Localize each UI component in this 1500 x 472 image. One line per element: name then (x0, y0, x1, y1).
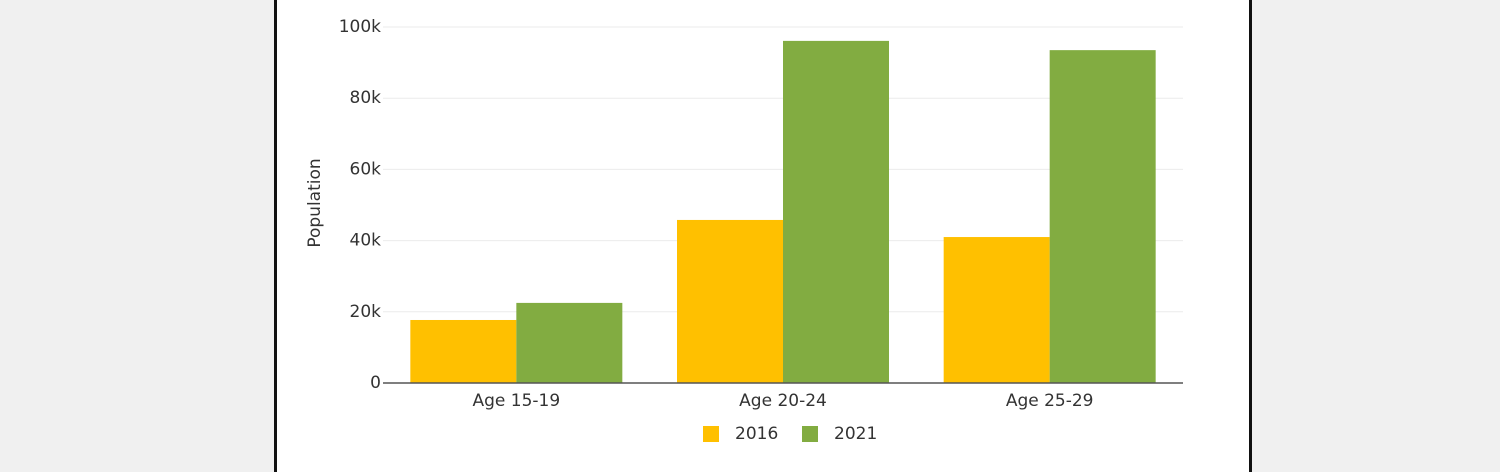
y-tick-label: 40k (350, 231, 382, 251)
y-tick-label: 0 (370, 373, 381, 393)
bar (783, 40, 889, 383)
legend-swatch (802, 426, 818, 442)
x-tick-label: Age 15-19 (472, 391, 560, 411)
legend-label: 2021 (834, 424, 877, 444)
legend-swatch (703, 426, 719, 442)
bar (410, 319, 517, 383)
y-tick-label: 20k (350, 302, 382, 322)
y-tick-label: 80k (350, 88, 382, 108)
bar (1049, 50, 1156, 383)
bar (677, 219, 783, 383)
y-tick-label: 100k (339, 17, 381, 37)
bar (516, 302, 623, 383)
bar (943, 237, 1050, 383)
y-tick-label: 60k (350, 159, 382, 179)
x-tick-label: Age 20-24 (739, 391, 827, 411)
y-axis-title: Population (305, 158, 325, 247)
x-tick-label: Age 25-29 (1006, 391, 1094, 411)
legend-label: 2016 (735, 424, 778, 444)
